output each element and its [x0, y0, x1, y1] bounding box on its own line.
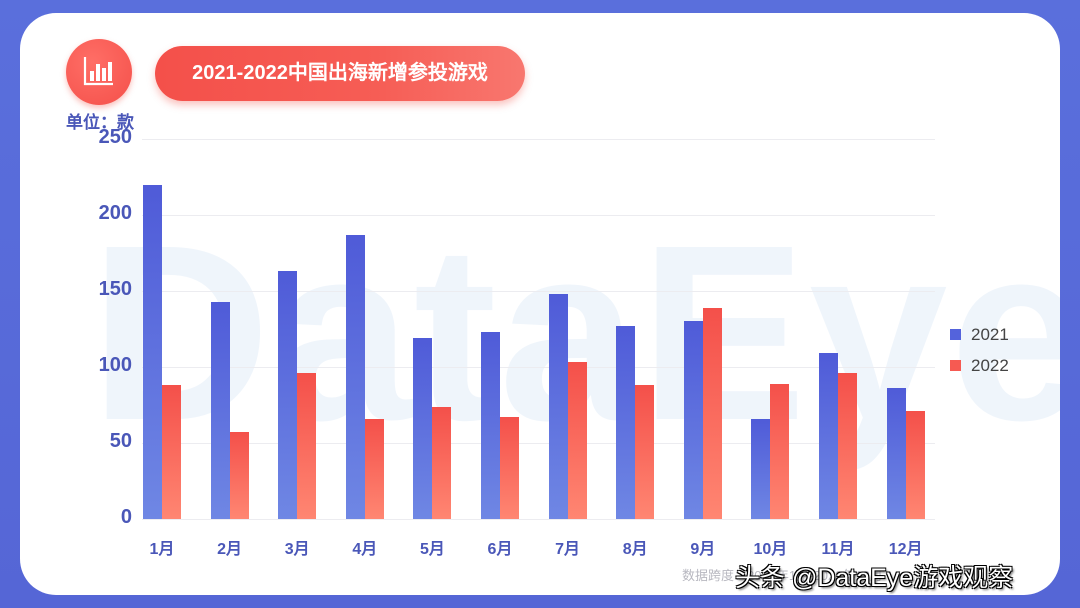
source-watermark: 头条 @DataEye游戏观察	[735, 564, 1014, 592]
x-tick-label: 9月	[690, 541, 716, 558]
bar-2021-11	[819, 353, 838, 519]
bar-2022-6	[500, 417, 519, 519]
y-tick-label: 200	[98, 202, 132, 224]
y-tick-label: 100	[98, 354, 132, 376]
gridline	[142, 291, 935, 292]
bar-2022-8	[635, 385, 655, 519]
bar-2021-7	[548, 294, 568, 519]
bar-2022-11	[838, 373, 857, 519]
y-tick-label: 250	[98, 126, 132, 148]
gridline	[142, 519, 935, 520]
bar-2021-1	[143, 184, 162, 519]
gridline	[142, 139, 935, 140]
legend-swatch-2021	[950, 329, 961, 340]
data-range-footnote: 数据跨度：2021年1月-2022年12月	[682, 568, 883, 583]
bar-2022-1	[162, 385, 181, 519]
bar-2022-5	[432, 406, 452, 519]
bar-2022-3	[297, 373, 317, 519]
x-tick-label: 8月	[622, 541, 648, 558]
bar-2021-2	[210, 301, 230, 519]
chart-card: DataEye 2021-2022中国出海新增参投游戏 单位：款 2021 20…	[20, 13, 1060, 595]
bar-2021-8	[616, 325, 636, 519]
legend-swatch-2022	[950, 360, 961, 371]
gridline	[142, 367, 935, 368]
bar-2021-10	[751, 418, 771, 519]
x-tick-label: 7月	[555, 541, 581, 558]
bar-2022-12	[905, 411, 925, 519]
legend-label: 2021	[971, 324, 1009, 344]
x-tick-label: 4月	[352, 541, 378, 558]
bar-2022-9	[702, 307, 722, 519]
bar-2021-9	[683, 321, 703, 519]
bar-2021-12	[886, 388, 906, 519]
x-tick-label: 5月	[419, 541, 445, 558]
x-tick-label: 2月	[217, 541, 243, 558]
bar-2021-3	[278, 271, 298, 519]
y-tick-label: 150	[98, 278, 132, 300]
chart-title: 2021-2022中国出海新增参投游戏	[155, 46, 525, 101]
bar-2021-6	[481, 332, 500, 519]
bar-2021-4	[345, 234, 365, 519]
x-tick-label: 6月	[487, 541, 513, 558]
unit-label: 单位：款	[66, 113, 134, 132]
bar-2021-5	[413, 338, 433, 519]
bar-2022-2	[229, 432, 249, 519]
bar-2022-4	[364, 418, 384, 519]
legend-label: 2022	[971, 355, 1009, 375]
y-tick-label: 0	[120, 506, 132, 528]
bar-chart-icon	[66, 39, 132, 105]
x-tick-label: 3月	[284, 541, 310, 558]
x-tick-label: 1月	[149, 541, 175, 558]
y-tick-label: 50	[109, 430, 132, 452]
gridline	[142, 443, 935, 444]
legend-item-2021: 2021	[950, 319, 1009, 350]
bar-2022-10	[770, 383, 790, 519]
legend-item-2022: 2022	[950, 350, 1009, 381]
x-tick-label: 11月	[821, 541, 855, 558]
x-tick-label: 10月	[753, 541, 788, 558]
x-tick-label: 12月	[888, 541, 923, 558]
bar-2022-7	[567, 362, 587, 519]
legend: 2021 2022	[950, 319, 1009, 381]
gridline	[142, 215, 935, 216]
